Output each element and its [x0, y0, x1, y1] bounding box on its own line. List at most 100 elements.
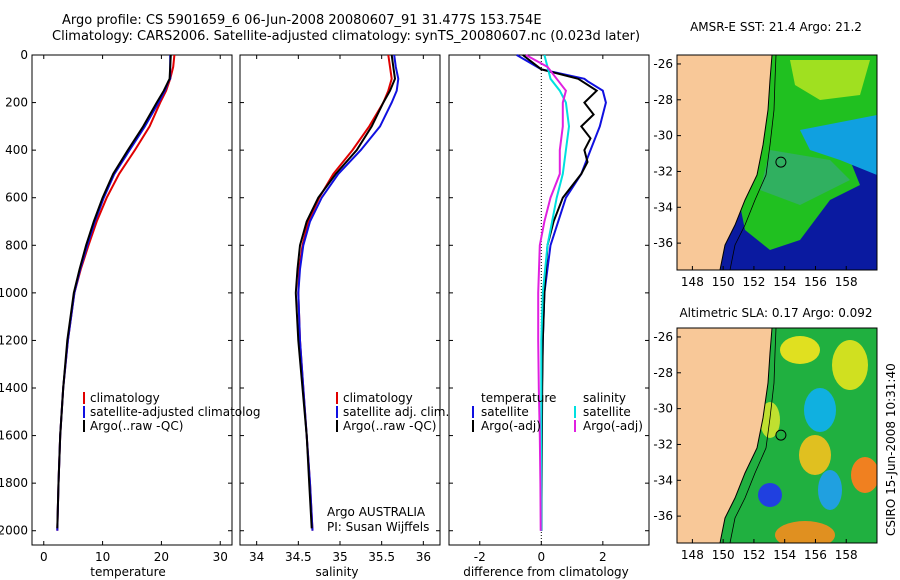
- x-tick-label: 154: [773, 275, 796, 289]
- x-tick-label: 34.5: [285, 550, 312, 564]
- argo-location-marker: [775, 429, 787, 441]
- y-tick-label: -30: [653, 402, 673, 416]
- sla-land: [677, 328, 772, 543]
- legend-label: satellite-adjusted climatolog: [90, 405, 260, 419]
- y-tick-label: 2000: [0, 524, 28, 538]
- sst-land: [677, 55, 772, 270]
- temperature-legend: climatology satellite-adjusted climatolo…: [83, 391, 260, 433]
- sla-shelf-contour: [729, 328, 777, 543]
- legend-title-temperature: temperature: [481, 391, 556, 405]
- sla-high-2: [832, 340, 868, 390]
- sst-cool-patch: [800, 115, 877, 175]
- temperature-panel-frame: [31, 54, 233, 546]
- y-tick-label: -32: [653, 437, 673, 451]
- x-tick-label: 20: [154, 550, 169, 564]
- y-tick-label: -34: [653, 473, 673, 487]
- sst-map: [677, 55, 877, 270]
- x-tick-label: 35: [332, 550, 347, 564]
- annotation-argo-australia: Argo AUSTRALIA: [327, 505, 426, 519]
- y-tick-label: -28: [653, 366, 673, 380]
- y-tick-label: -34: [653, 200, 673, 214]
- sla-coastline: [719, 328, 773, 543]
- temperature-plot: 0 10 20 30 0 200 400 600 800 1000 1200 1400 1600 1800…: [0, 48, 232, 564]
- y-tick-label: -26: [653, 57, 673, 71]
- difference-panel-frame: [448, 54, 650, 546]
- x-tick-label: 158: [835, 548, 858, 562]
- x-tick-label: 148: [681, 548, 704, 562]
- csiro-timestamp: CSIRO 15-Jun-2008 10:31:40: [884, 363, 898, 536]
- annotation-pi: PI: Susan Wijffels: [327, 520, 429, 534]
- sla-high-3: [799, 435, 831, 475]
- x-axis-label-temperature: temperature: [90, 565, 165, 579]
- x-tick-label: 156: [804, 275, 827, 289]
- salinity-legend: climatology satellite adj. clim. Argo(..…: [327, 391, 449, 534]
- sla-high-1: [780, 336, 820, 364]
- legend-label: Argo(-adj): [583, 419, 643, 433]
- sla-map-axes: 148 150 152 154 156 158 -26 -28 -30 -32 -34 -36: [653, 330, 857, 562]
- sla-low-2: [818, 470, 842, 510]
- sla-high-4: [851, 457, 877, 493]
- sla-low-3: [758, 483, 782, 507]
- legend-label: satellite: [583, 405, 631, 419]
- sst-shelf-contour: [729, 55, 777, 270]
- y-tick-label: -36: [653, 236, 673, 250]
- x-tick-label: 0: [40, 550, 48, 564]
- series-line: [525, 54, 567, 531]
- difference-plot: -2 0 2: [449, 54, 649, 564]
- legend-label: climatology: [343, 391, 413, 405]
- x-tick-label: 156: [804, 548, 827, 562]
- salinity-plot: 34 34.5 35 35.5 36: [240, 54, 440, 564]
- sst-map-axes: 148 150 152 154 156 158 -26 -28 -30 -32 -34 -36: [653, 57, 857, 289]
- x-tick-label: 154: [773, 548, 796, 562]
- x-tick-label: 152: [742, 275, 765, 289]
- legend-label: satellite: [481, 405, 529, 419]
- legend-label: Argo(..raw -QC): [90, 419, 183, 433]
- sla-map-frame: [676, 327, 878, 544]
- y-tick-label: -36: [653, 509, 673, 523]
- x-tick-label: 34: [249, 550, 264, 564]
- y-tick-label: 1000: [0, 286, 28, 300]
- y-tick-label: -26: [653, 330, 673, 344]
- x-tick-label: 150: [712, 275, 735, 289]
- sla-low-1: [804, 388, 836, 432]
- difference-legend: temperature satellite Argo(-adj) salinit…: [472, 391, 643, 433]
- y-tick-label: 400: [5, 143, 28, 157]
- salinity-panel-frame: [239, 54, 441, 546]
- x-tick-label: 10: [95, 550, 110, 564]
- legend-label: satellite adj. clim.: [343, 405, 449, 419]
- x-tick-label: 150: [712, 548, 735, 562]
- series-line: [516, 54, 607, 531]
- sst-warm-core: [790, 60, 870, 100]
- sla-high-6: [775, 521, 835, 543]
- series-line: [540, 54, 571, 531]
- legend-label: climatology: [90, 391, 160, 405]
- y-tick-label: -32: [653, 164, 673, 178]
- x-tick-label: 0: [537, 550, 545, 564]
- y-tick-label: -28: [653, 93, 673, 107]
- legend-label: Argo(-adj): [481, 419, 541, 433]
- x-axis-label-difference: difference from climatology: [463, 565, 629, 579]
- legend-title-salinity: salinity: [583, 391, 626, 405]
- legend-label: Argo(..raw -QC): [343, 419, 436, 433]
- y-tick-label: 1400: [0, 381, 28, 395]
- y-tick-label: 1200: [0, 333, 28, 347]
- x-tick-label: 148: [681, 275, 704, 289]
- chart-title-line2: Climatology: CARS2006. Satellite-adjuste…: [52, 29, 641, 44]
- y-tick-label: 0: [20, 48, 28, 62]
- series-line: [297, 54, 393, 531]
- series-line: [294, 54, 397, 529]
- series-line: [56, 54, 172, 529]
- sst-map-title: AMSR-E SST: 21.4 Argo: 21.2: [690, 20, 862, 34]
- x-tick-label: 152: [742, 548, 765, 562]
- y-tick-label: -30: [653, 129, 673, 143]
- chart-title-line1: Argo profile: CS 5901659_6 06-Jun-2008 2…: [62, 13, 542, 28]
- x-tick-label: -2: [474, 550, 486, 564]
- x-tick-label: 35.5: [368, 550, 395, 564]
- sst-green-band: [760, 150, 850, 205]
- x-tick-label: 30: [213, 550, 228, 564]
- x-tick-label: 36: [416, 550, 431, 564]
- y-tick-label: 600: [5, 191, 28, 205]
- sla-map: [677, 328, 877, 543]
- series-line: [297, 54, 400, 531]
- x-axis-label-salinity: salinity: [315, 565, 358, 579]
